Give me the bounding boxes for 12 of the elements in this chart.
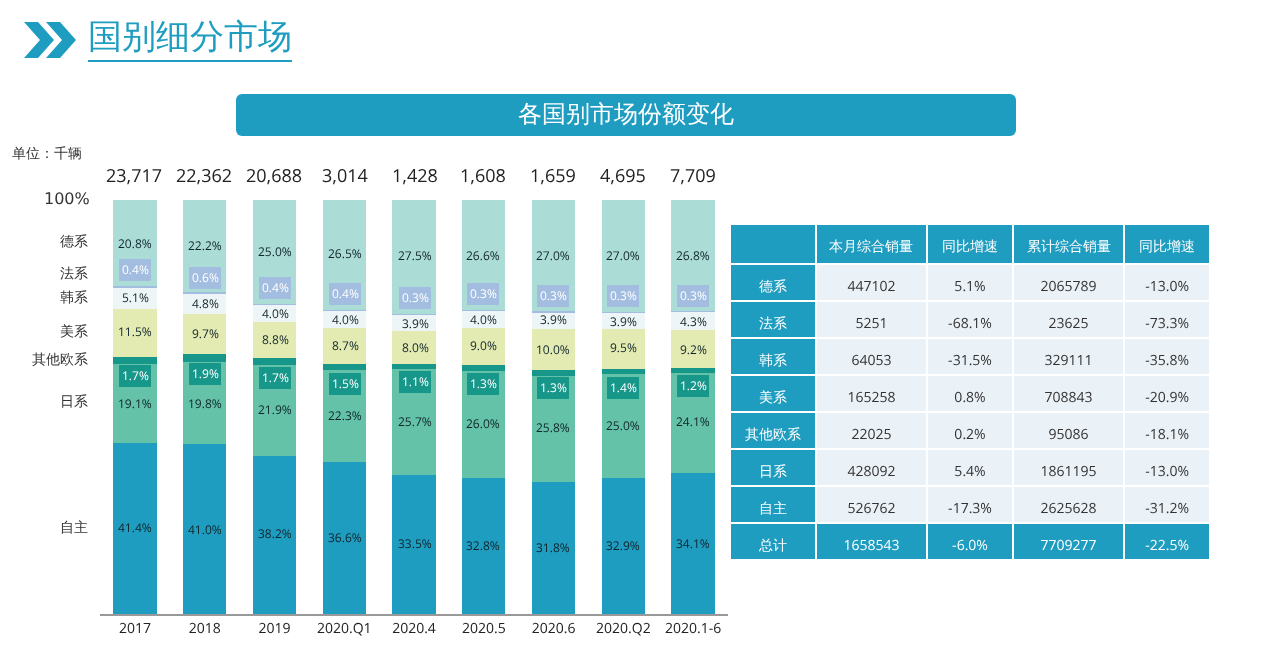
chart-subtitle: 各国别市场份额变化 [236,94,1016,136]
annotation: 1,608 [460,162,506,188]
annotation: 22,362 [176,162,233,188]
text: 100% [44,190,90,208]
annotation: 4,695 [600,162,646,188]
annotation: 20,688 [246,162,303,188]
annotation: 3,014 [322,162,368,188]
chart-title: 国别细分市场 [88,16,292,62]
annotation: 7,709 [670,162,716,188]
annotation: 23,717 [106,162,163,188]
annotation: 1,428 [392,162,438,188]
annotation: 1,659 [530,162,576,188]
